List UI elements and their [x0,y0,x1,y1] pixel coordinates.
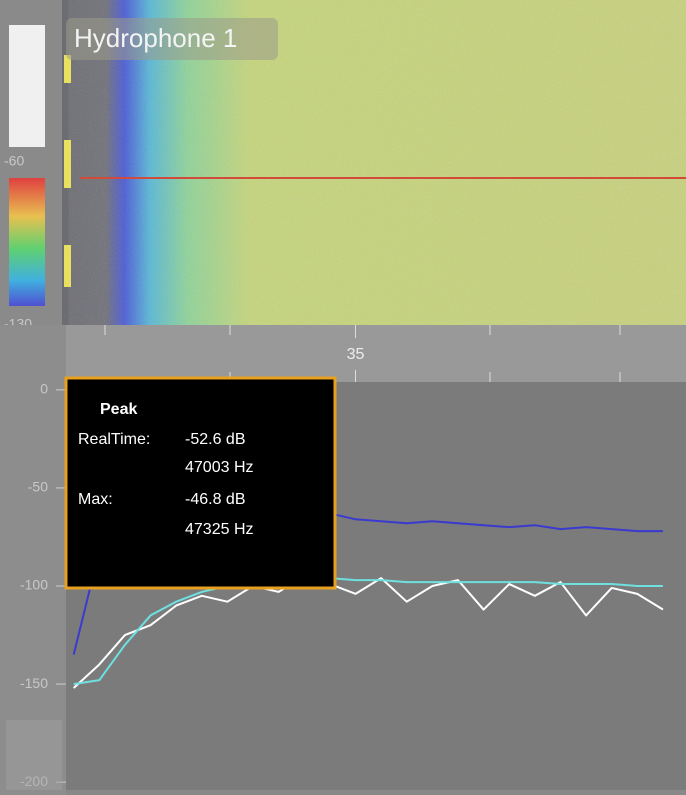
markers [64,55,71,287]
minor-ticks [104,325,621,382]
y-tick-label: -150 [20,675,48,691]
spectrum-line [73,575,664,689]
tooltip: Peak RealTime: -52.6 dB 47003 Hz Max: -4… [64,376,337,590]
tooltip-title: Peak [100,401,137,418]
scroll-handle [6,720,62,790]
y-tick-label: 0 [40,381,48,397]
row-freq: 47325 Hz [185,521,254,538]
channel-title: Hydrophone 1 [74,23,237,53]
tooltip-box [64,376,337,590]
row-freq: 47003 Hz [185,459,254,476]
colorbar-upper [9,25,45,147]
spectrum-line [73,577,663,686]
colorbar-tick-label: -60 [4,153,24,169]
y-axis-panel [0,325,66,795]
title-box [66,18,278,60]
row-level: -52.6 dB [185,431,245,448]
row-label: Max: [78,491,113,508]
row-level: -46.8 dB [185,491,245,508]
y-tick-label: -100 [20,577,48,593]
row-label: RealTime: [78,431,150,448]
x-axis-strip [62,325,686,382]
x-tick-label: 35 [347,346,365,363]
colorbar [9,178,45,306]
y-tick-label: -50 [28,479,48,495]
